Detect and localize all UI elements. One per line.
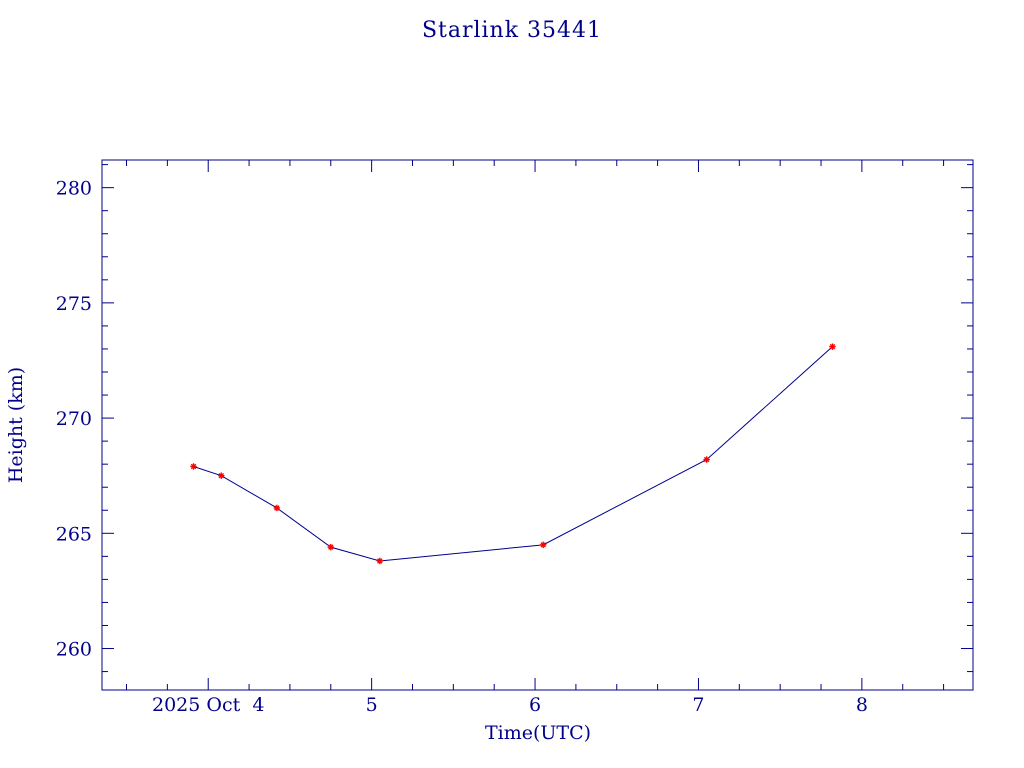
data-point-stroke-diagonal bbox=[190, 463, 197, 470]
data-point-stroke-diagonal bbox=[274, 505, 280, 511]
data-point-stroke-diagonal bbox=[829, 343, 836, 350]
x-tick-label: 7 bbox=[692, 694, 704, 716]
data-point-stroke-diagonal bbox=[540, 542, 546, 548]
x-tick-label: 5 bbox=[366, 694, 378, 716]
y-tick-label: 280 bbox=[56, 178, 92, 200]
y-tick-label: 265 bbox=[56, 523, 92, 545]
data-point-stroke-diagonal bbox=[328, 544, 334, 550]
plot-frame bbox=[101, 159, 974, 691]
series-layer bbox=[190, 343, 836, 565]
y-axis-tick-labels: 260 265 270 275 280 bbox=[56, 178, 92, 661]
data-point bbox=[218, 472, 225, 479]
x-axis-tick-labels: 2025 Oct 4 5 6 7 8 bbox=[152, 694, 868, 716]
data-point-stroke-diagonal bbox=[218, 472, 225, 479]
chart-title: Starlink 35441 bbox=[422, 18, 602, 43]
data-point bbox=[190, 463, 197, 470]
data-point bbox=[829, 343, 836, 350]
x-axis-ticks bbox=[126, 160, 945, 690]
y-tick-label: 270 bbox=[56, 408, 92, 430]
y-tick-label: 275 bbox=[56, 293, 92, 315]
y-axis-ticks bbox=[102, 164, 973, 673]
data-point bbox=[703, 456, 710, 463]
data-point bbox=[376, 557, 384, 565]
x-tick-label: 6 bbox=[529, 694, 541, 716]
data-point bbox=[327, 543, 334, 551]
y-axis-label: Height (km) bbox=[5, 367, 27, 483]
x-tick-label: 2025 Oct 4 bbox=[152, 694, 264, 716]
x-tick-label: 8 bbox=[856, 694, 868, 716]
data-point-stroke-diagonal bbox=[703, 456, 710, 463]
y-tick-label: 260 bbox=[56, 639, 92, 661]
data-point-stroke-diagonal bbox=[377, 558, 383, 564]
x-axis-label: Time(UTC) bbox=[485, 722, 591, 744]
data-point bbox=[273, 504, 281, 512]
data-point bbox=[540, 541, 547, 549]
series-line bbox=[193, 346, 833, 562]
